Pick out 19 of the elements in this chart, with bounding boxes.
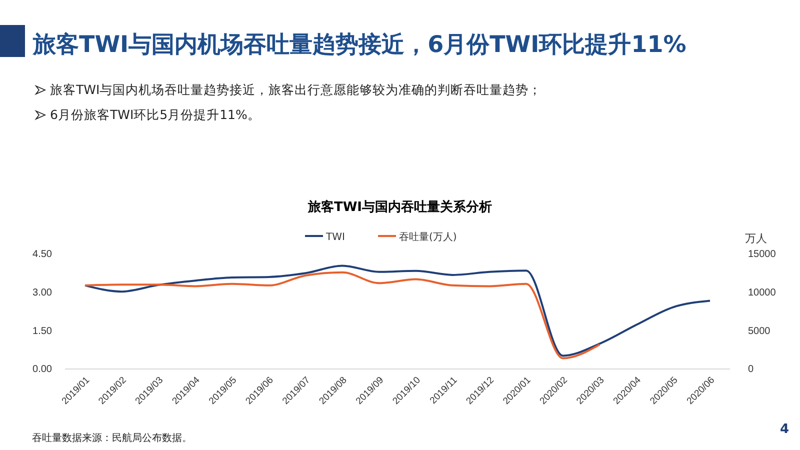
line-series (84, 264, 711, 357)
y2-tick-label: 10000 (748, 288, 776, 299)
line-series (84, 271, 601, 360)
text: 吞吐量数据来源：民航局公布数据。 (32, 432, 192, 444)
y-tick-label: 4.50 (32, 249, 52, 260)
text: 6月份旅客TWI环比5月份提升11%。 (50, 107, 260, 122)
legend-label: TWI (325, 232, 345, 243)
chart-subtitle: 旅客TWI与国内吞吐量关系分析 (306, 199, 492, 215)
legend-label: 吞吐量(万人) (399, 231, 457, 243)
y2-tick-label: 15000 (748, 249, 776, 260)
y2-tick-label: 5000 (748, 326, 771, 337)
y2-tick-label: 0 (748, 364, 754, 376)
y-tick-label: 1.50 (32, 326, 52, 337)
text: 旅客TWI与国内机场吞吐量趋势接近，旅客出行意愿能够较为准确的判断吞吐量趋势； (50, 82, 542, 97)
y-tick-label: 3.00 (32, 288, 52, 299)
y-tick-label: 0.00 (32, 364, 52, 376)
chart-title: 旅客TWI与国内机场吞吐量趋势接近，6月份TWI环比提升11% (32, 31, 686, 58)
text: 4 (780, 422, 790, 437)
y2-axis-title: 万人 (745, 232, 767, 245)
